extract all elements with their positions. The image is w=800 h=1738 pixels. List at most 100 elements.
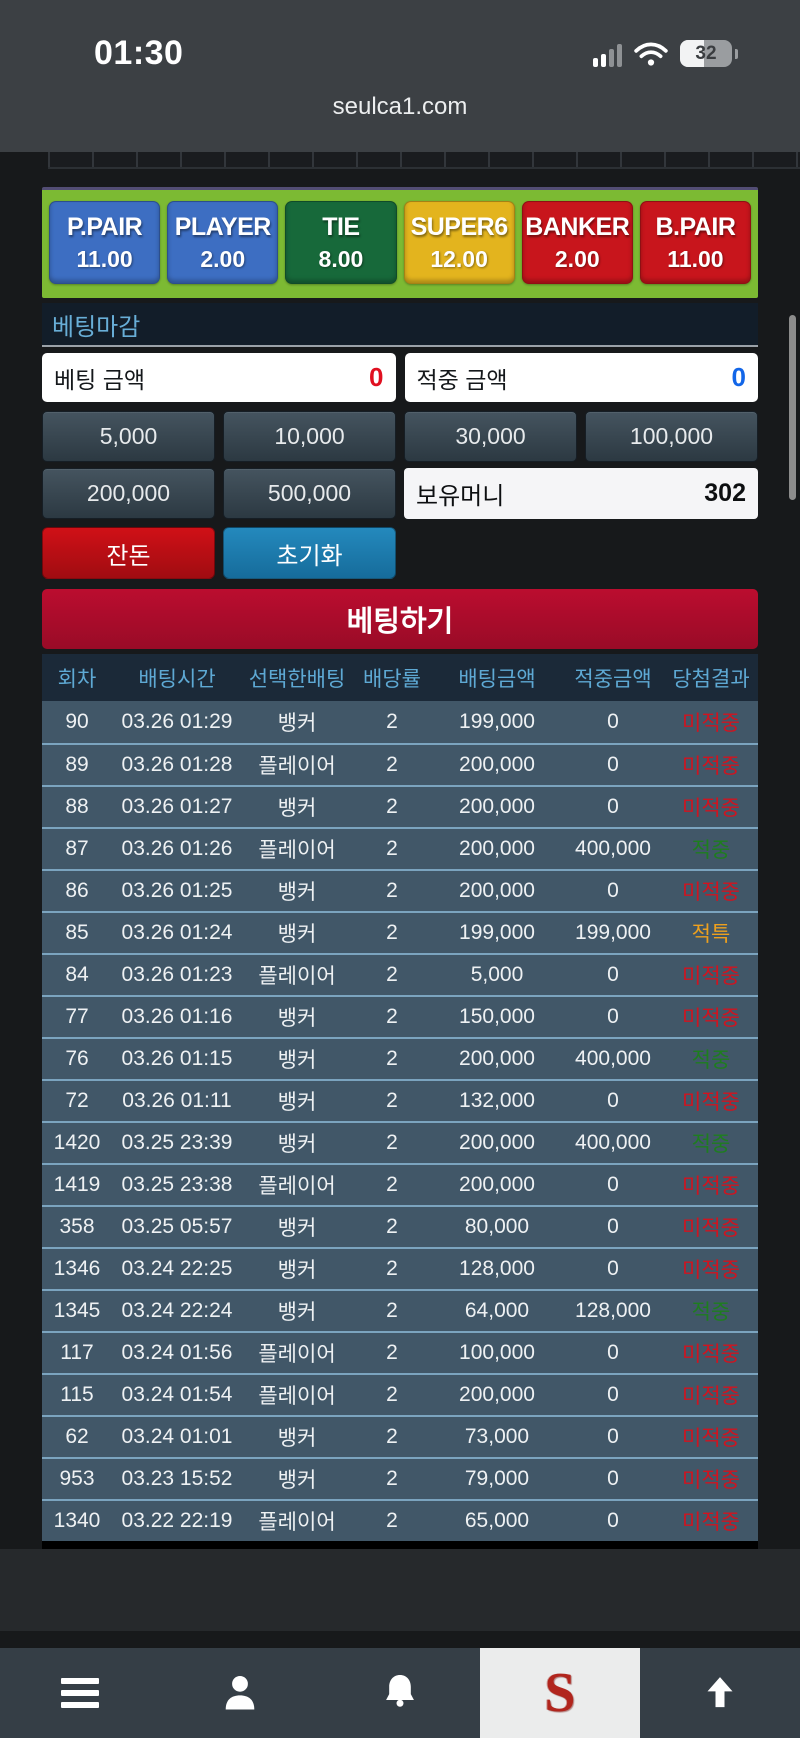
cell-bet-amount: 200,000: [459, 795, 535, 818]
table-header-cell: 회차: [57, 667, 97, 691]
cell-pick: 뱅커: [277, 1091, 317, 1114]
cell-bet-amount: 100,000: [459, 1341, 535, 1364]
cell-odds: 2: [386, 1215, 398, 1238]
cell-signal-icon: [593, 41, 622, 67]
chip-row-1: 5,000 10,000 30,000 100,000: [42, 411, 758, 462]
cell-win-amount: 400,000: [575, 837, 651, 860]
table-row: 72 03.26 01:11 뱅커 2 132,000 0 미적중: [42, 1079, 758, 1121]
wifi-icon: [634, 42, 668, 66]
cell-pick: 뱅커: [277, 1259, 317, 1282]
cell-odds: 2: [386, 1467, 398, 1490]
cell-result: 적특: [691, 923, 731, 946]
odds-button[interactable]: BANKER 2.00: [521, 201, 633, 284]
table-header-cell: 배팅시간: [138, 667, 216, 691]
bell-icon: [386, 1675, 414, 1707]
odds-button[interactable]: TIE 8.00: [285, 201, 397, 284]
table-row: 1419 03.25 23:38 플레이어 2 200,000 0 미적중: [42, 1163, 758, 1205]
cell-pick: 플레이어: [258, 1175, 336, 1198]
odds-button-label: P.PAIR: [66, 212, 143, 241]
cell-bet-amount: 200,000: [459, 753, 535, 776]
table-row: 1340 03.22 22:19 플레이어 2 65,000 0 미적중: [42, 1499, 758, 1541]
cell-time: 03.26 01:23: [121, 963, 233, 986]
betting-status-bar: 베팅마감: [42, 303, 758, 347]
cell-time: 03.22 22:19: [121, 1509, 233, 1532]
bet-amount-input[interactable]: 베팅 금액 0: [42, 353, 396, 402]
cell-bet-amount: 128,000: [459, 1257, 535, 1280]
chip-amount-button[interactable]: 200,000: [42, 468, 215, 519]
odds-button[interactable]: P.PAIR 11.00: [49, 201, 161, 284]
chip-amount-button[interactable]: 30,000: [404, 411, 577, 462]
odds-button-label: BANKER: [525, 212, 630, 241]
win-amount-input[interactable]: 적중 금액 0: [404, 353, 758, 402]
cell-pick: 뱅커: [277, 712, 317, 735]
cell-round: 76: [65, 1047, 89, 1070]
cell-result: 미적중: [682, 1217, 740, 1240]
cell-round: 85: [65, 921, 89, 944]
battery-icon: 32: [680, 40, 732, 67]
cell-bet-amount: 200,000: [459, 837, 535, 860]
cell-odds: 2: [386, 1509, 398, 1532]
roadmap-grid-edge: [48, 152, 800, 169]
cell-bet-amount: 79,000: [464, 1467, 530, 1490]
cell-time: 03.23 15:52: [121, 1467, 233, 1490]
cell-time: 03.25 05:57: [121, 1215, 233, 1238]
cell-pick: 뱅커: [277, 1007, 317, 1030]
cell-time: 03.26 01:15: [121, 1047, 233, 1070]
table-row: 86 03.26 01:25 뱅커 2 200,000 0 미적중: [42, 869, 758, 911]
status-time: 01:30: [94, 34, 184, 72]
cell-odds: 2: [386, 1341, 398, 1364]
odds-panel: P.PAIR 11.00 PLAYER 2.00 TIE 8.00 SUPER6…: [42, 187, 758, 298]
battery-nub: [735, 48, 738, 59]
table-row: 62 03.24 01:01 뱅커 2 73,000 0 미적중: [42, 1415, 758, 1457]
cell-result: 미적중: [682, 1175, 740, 1198]
odds-button[interactable]: PLAYER 2.00: [167, 201, 279, 284]
table-row: 1420 03.25 23:39 뱅커 2 200,000 400,000 적중: [42, 1121, 758, 1163]
cell-round: 953: [59, 1467, 95, 1490]
table-row: 117 03.24 01:56 플레이어 2 100,000 0 미적중: [42, 1331, 758, 1373]
nav-home-logo-button[interactable]: S: [480, 1648, 640, 1738]
scrollbar-thumb[interactable]: [789, 315, 796, 500]
nav-profile-button[interactable]: [160, 1648, 320, 1738]
cell-pick: 플레이어: [258, 1511, 336, 1534]
site-logo: S: [544, 1662, 576, 1724]
odds-button[interactable]: B.PAIR 11.00: [639, 201, 752, 284]
page-content: P.PAIR 11.00 PLAYER 2.00 TIE 8.00 SUPER6…: [0, 152, 800, 1648]
table-row: 76 03.26 01:15 뱅커 2 200,000 400,000 적중: [42, 1037, 758, 1079]
cell-win-amount: 0: [607, 1005, 619, 1028]
chip-amount-button[interactable]: 10,000: [223, 411, 396, 462]
place-bet-button[interactable]: 베팅하기: [42, 589, 758, 649]
url-bar[interactable]: seulca1.com: [332, 93, 468, 120]
odds-button-value: 8.00: [318, 245, 364, 272]
odds-button-value: 11.00: [667, 245, 724, 272]
cell-round: 88: [65, 795, 89, 818]
table-header-cell: 배당률: [363, 667, 421, 691]
chip-amount-button[interactable]: 5,000: [42, 411, 215, 462]
cell-odds: 2: [386, 1131, 398, 1154]
cell-odds: 2: [386, 1173, 398, 1196]
nav-menu-button[interactable]: [0, 1648, 160, 1738]
odds-button-value: 2.00: [554, 245, 600, 272]
nav-scroll-top-button[interactable]: [640, 1648, 800, 1738]
cell-round: 90: [65, 710, 89, 733]
change-button[interactable]: 잔돈: [42, 527, 215, 579]
chip-amount-button[interactable]: 100,000: [585, 411, 758, 462]
reset-button[interactable]: 초기화: [223, 527, 396, 579]
cell-bet-amount: 150,000: [459, 1005, 535, 1028]
odds-button[interactable]: SUPER6 12.00: [403, 201, 515, 284]
cell-pick: 플레이어: [258, 1385, 336, 1408]
cell-time: 03.26 01:24: [121, 921, 233, 944]
cell-odds: 2: [386, 921, 398, 944]
browser-chrome: 01:30 32 seulca1.com: [0, 0, 800, 152]
cell-result: 미적중: [682, 755, 740, 778]
cell-round: 62: [65, 1425, 89, 1448]
cell-time: 03.24 01:01: [121, 1425, 233, 1448]
odds-button-label: B.PAIR: [655, 212, 736, 241]
chip-amount-button[interactable]: 500,000: [223, 468, 396, 519]
cell-win-amount: 0: [607, 753, 619, 776]
cell-time: 03.26 01:28: [121, 753, 233, 776]
nav-notifications-button[interactable]: [320, 1648, 480, 1738]
cell-pick: 뱅커: [277, 1469, 317, 1492]
cell-win-amount: 0: [607, 963, 619, 986]
cell-win-amount: 128,000: [575, 1299, 651, 1322]
cell-win-amount: 0: [607, 879, 619, 902]
